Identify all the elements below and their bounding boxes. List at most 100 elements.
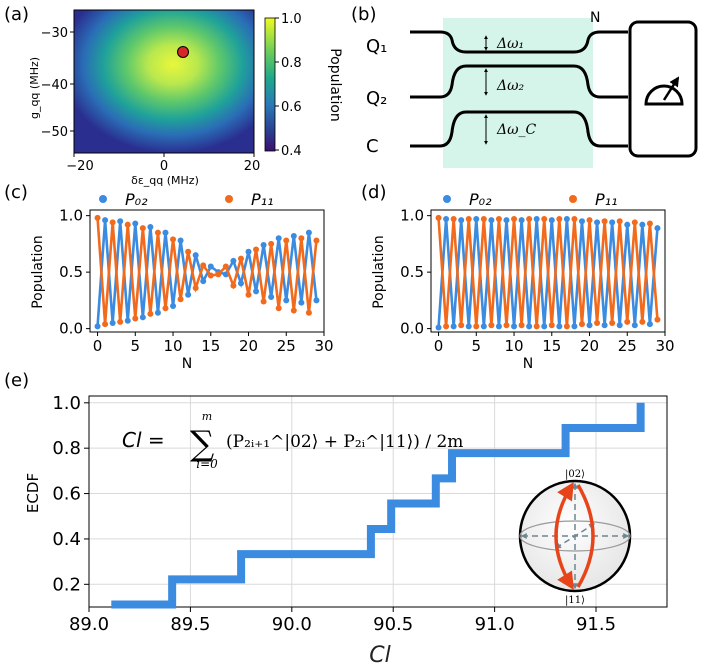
c-xtick-label: 25 bbox=[277, 337, 296, 355]
e-xtick-label: 89.0 bbox=[69, 614, 109, 635]
c-point-P11 bbox=[298, 235, 305, 242]
heatmap-a-xticks: −20 0 20 bbox=[66, 153, 260, 174]
c-series-P11 bbox=[96, 217, 318, 325]
d-point-P02 bbox=[435, 324, 442, 331]
d-ytick-label: 0.5 bbox=[400, 263, 424, 281]
a-ylabel: g_qq (MHz) bbox=[28, 57, 41, 119]
c-point-P02 bbox=[305, 229, 312, 236]
c-point-P02 bbox=[253, 288, 260, 295]
d-point-P11 bbox=[586, 217, 593, 224]
c-point-P11 bbox=[260, 298, 267, 305]
c-point-P02 bbox=[237, 280, 244, 287]
c-point-P11 bbox=[222, 263, 229, 270]
d-point-P11 bbox=[601, 218, 608, 225]
bloch-top-label: |02⟩ bbox=[565, 469, 585, 480]
c-point-P02 bbox=[313, 297, 320, 304]
d-point-P02 bbox=[488, 217, 495, 224]
formula-body: (P₂ᵢ₊₁^|02⟩ + P₂ᵢ^|11⟩) / 2m bbox=[226, 432, 463, 452]
d-point-P11 bbox=[609, 319, 616, 326]
e-ylabel: ECDF bbox=[24, 473, 42, 513]
c-xtick-label: 30 bbox=[314, 337, 333, 355]
c-ytick-label: 1.0 bbox=[59, 207, 83, 225]
chart-d: 0 5 10 15 20 25 30 0.0 0.5 1.0 bbox=[400, 207, 674, 355]
d-point-P11 bbox=[639, 318, 646, 325]
c-label: C bbox=[366, 136, 379, 157]
measurement-box bbox=[628, 20, 698, 158]
c-point-P11 bbox=[245, 291, 252, 298]
c-point-P02 bbox=[185, 291, 192, 298]
c-point-P02 bbox=[283, 297, 290, 304]
d-point-P02 bbox=[526, 323, 533, 330]
heatmap-a-yticks: −30 −40 −50 bbox=[41, 26, 74, 140]
d-point-P11 bbox=[578, 321, 585, 328]
c-point-P11 bbox=[154, 229, 161, 236]
c-point-P11 bbox=[124, 221, 131, 228]
formula-lhs: Cl = bbox=[122, 428, 165, 452]
c-ylabel: Population bbox=[30, 235, 46, 309]
d-xtick-label: 5 bbox=[472, 337, 482, 355]
d-frame bbox=[430, 209, 666, 333]
dw1-label: Δω₁ bbox=[496, 36, 524, 52]
cbar-label: Population bbox=[327, 48, 343, 122]
c-point-P11 bbox=[177, 296, 184, 303]
c-ytick-label: 0.5 bbox=[59, 263, 83, 281]
c-point-P11 bbox=[268, 240, 275, 247]
circuit-diagram: Δω₁ Δω₂ Δω_C N Q₁ Q₂ C bbox=[366, 10, 698, 168]
c-xtick-label: 20 bbox=[239, 337, 258, 355]
c-line bbox=[410, 110, 628, 148]
d-xtick-label: 20 bbox=[580, 337, 599, 355]
d-point-P11 bbox=[541, 216, 548, 223]
d-point-P11 bbox=[548, 322, 555, 329]
q1-label: Q₁ bbox=[366, 36, 387, 57]
c-point-P02 bbox=[192, 252, 199, 259]
c-point-P02 bbox=[102, 217, 109, 224]
c-point-P11 bbox=[305, 309, 312, 316]
c-point-P11 bbox=[139, 225, 146, 232]
c-point-P02 bbox=[200, 278, 207, 285]
c-xlabel: N bbox=[182, 356, 192, 372]
a-xtick-2: 20 bbox=[244, 159, 261, 174]
d-point-P02 bbox=[571, 323, 578, 330]
bloch-sphere: |02⟩ |11⟩ bbox=[518, 469, 632, 606]
c-point-P02 bbox=[177, 237, 184, 244]
e-xlabel: Cl bbox=[369, 643, 390, 668]
d-point-P02 bbox=[609, 219, 616, 226]
legend-d: P₀₂ P₁₁ bbox=[443, 190, 617, 209]
c-point-P02 bbox=[154, 309, 161, 316]
d-point-P11 bbox=[480, 216, 487, 223]
c-point-P11 bbox=[290, 307, 297, 314]
c-point-P02 bbox=[268, 293, 275, 300]
e-xtick-label: 90.0 bbox=[272, 614, 312, 635]
a-ytick-1: −40 bbox=[41, 78, 68, 93]
d-point-P02 bbox=[654, 225, 661, 232]
d-xtick-label: 25 bbox=[618, 337, 637, 355]
a-ytick-0: −30 bbox=[41, 26, 68, 41]
c-point-P11 bbox=[313, 237, 320, 244]
meter-icon bbox=[644, 76, 684, 106]
c-point-P02 bbox=[117, 218, 124, 225]
c-point-P02 bbox=[298, 299, 305, 306]
cbar-tick-1: 0.8 bbox=[281, 56, 302, 71]
d-point-P11 bbox=[563, 323, 570, 330]
sum-symbol: ∑ bbox=[190, 424, 214, 464]
d-point-P11 bbox=[594, 319, 601, 326]
c-point-P02 bbox=[245, 248, 252, 255]
d-ytick-label: 0.0 bbox=[400, 320, 424, 338]
d-point-P02 bbox=[631, 322, 638, 329]
formula-sum-top: m bbox=[202, 410, 212, 423]
d-point-P11 bbox=[473, 323, 480, 330]
d-point-P02 bbox=[450, 323, 457, 330]
d-point-P02 bbox=[556, 323, 563, 330]
c-point-P11 bbox=[147, 310, 154, 317]
a-xlabel: δε_qq (MHz) bbox=[131, 174, 199, 187]
legend-d-p02: P₀₂ bbox=[469, 190, 492, 209]
d-point-P11 bbox=[518, 322, 525, 329]
c-point-P02 bbox=[260, 242, 267, 249]
c-point-P02 bbox=[109, 319, 116, 326]
d-point-P02 bbox=[624, 221, 631, 228]
c-ytick-label: 0.0 bbox=[59, 320, 83, 338]
cbar-tick-0: 1.0 bbox=[281, 12, 302, 27]
c-point-P11 bbox=[253, 246, 260, 253]
c-point-P11 bbox=[200, 262, 207, 269]
c-xtick-label: 0 bbox=[93, 337, 103, 355]
